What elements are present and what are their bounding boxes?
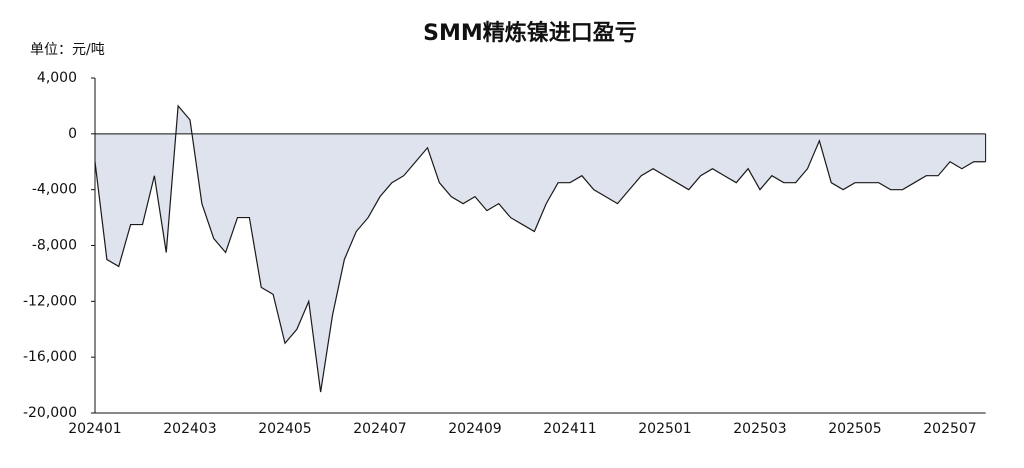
x-tick-label: 202401 [68, 421, 121, 437]
x-tick-label: 202407 [353, 421, 406, 437]
y-tick-label: 4,000 [37, 70, 77, 86]
y-tick-label: -20,000 [23, 405, 77, 421]
x-tick-label: 202501 [638, 421, 691, 437]
x-tick-label: 202411 [543, 421, 596, 437]
y-tick-label: -16,000 [23, 349, 77, 365]
line [94, 104, 986, 393]
x-tick-label: 202505 [828, 421, 881, 437]
x-tick-label: 202507 [923, 421, 976, 437]
x-tick-label: 202403 [163, 421, 216, 437]
x-tick-label: 202409 [448, 421, 501, 437]
y-tick-label: 0 [68, 126, 77, 142]
x-tick-label: 202503 [733, 421, 786, 437]
area [95, 105, 986, 393]
x-tick-label: 202405 [258, 421, 311, 437]
unit-label: 单位：元/吨 [30, 42, 105, 58]
y-tick-label: -12,000 [23, 293, 77, 309]
y-tick-label: -4,000 [32, 182, 77, 198]
y-tick-label: -8,000 [32, 238, 77, 254]
chart-title: SMM精炼镍进口盈亏 [423, 20, 637, 46]
